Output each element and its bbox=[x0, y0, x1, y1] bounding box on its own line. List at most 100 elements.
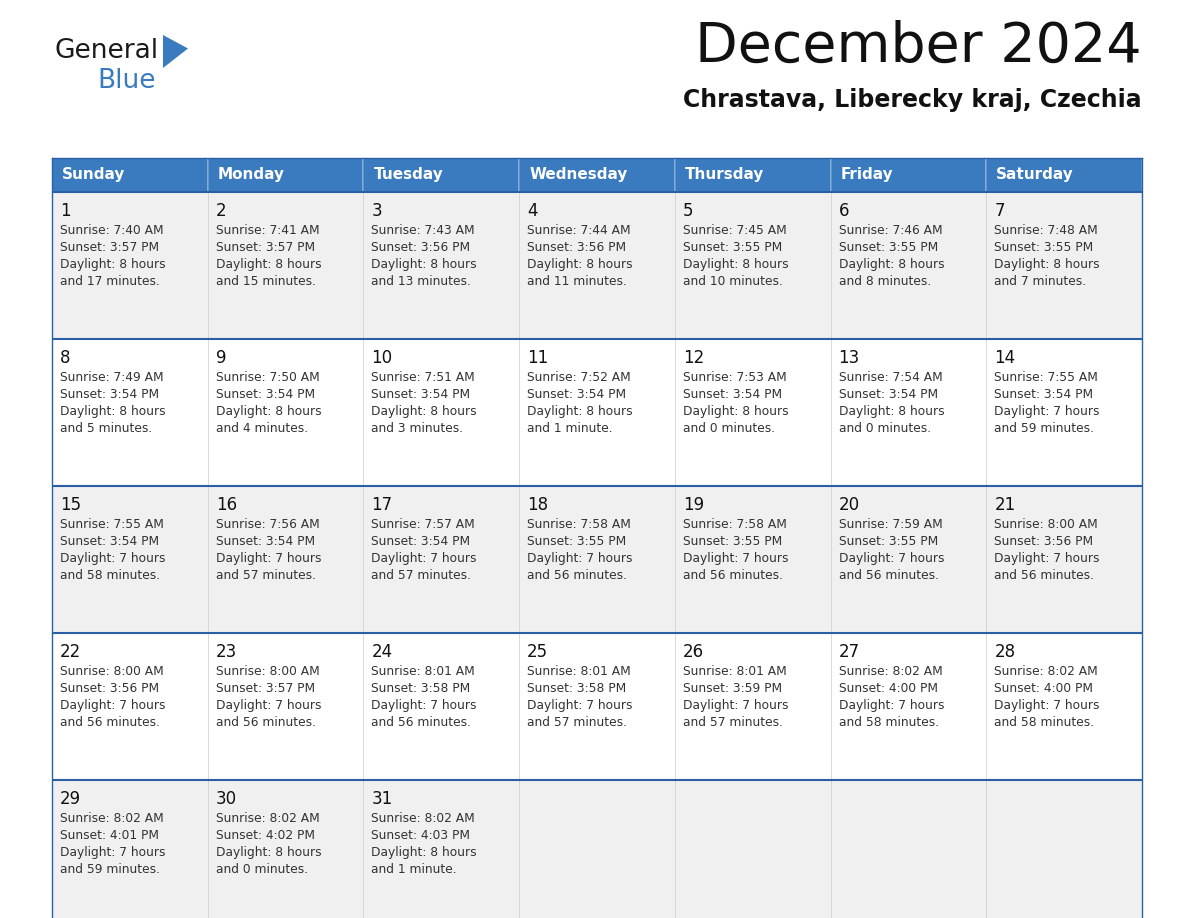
Text: Daylight: 7 hours: Daylight: 7 hours bbox=[994, 405, 1100, 418]
Bar bbox=[52, 486, 208, 633]
Text: Daylight: 8 hours: Daylight: 8 hours bbox=[216, 258, 321, 271]
Text: Sunrise: 7:43 AM: Sunrise: 7:43 AM bbox=[372, 224, 475, 237]
Bar bbox=[675, 633, 830, 780]
Bar bbox=[986, 486, 1142, 633]
Text: Sunset: 3:59 PM: Sunset: 3:59 PM bbox=[683, 682, 782, 695]
Text: Daylight: 7 hours: Daylight: 7 hours bbox=[61, 846, 165, 859]
Text: 7: 7 bbox=[994, 202, 1005, 220]
Text: Sunrise: 8:02 AM: Sunrise: 8:02 AM bbox=[216, 812, 320, 825]
Bar bbox=[519, 158, 675, 192]
Text: Daylight: 7 hours: Daylight: 7 hours bbox=[372, 699, 476, 712]
Text: Sunrise: 7:53 AM: Sunrise: 7:53 AM bbox=[683, 371, 786, 384]
Text: Chrastava, Liberecky kraj, Czechia: Chrastava, Liberecky kraj, Czechia bbox=[683, 88, 1142, 112]
Bar bbox=[519, 633, 675, 780]
Text: and 8 minutes.: and 8 minutes. bbox=[839, 275, 931, 288]
Text: Sunset: 3:55 PM: Sunset: 3:55 PM bbox=[994, 241, 1093, 254]
Text: Daylight: 8 hours: Daylight: 8 hours bbox=[216, 405, 321, 418]
Bar bbox=[208, 158, 364, 192]
Text: and 57 minutes.: and 57 minutes. bbox=[216, 569, 316, 582]
Text: and 59 minutes.: and 59 minutes. bbox=[61, 863, 160, 876]
Text: Sunrise: 8:02 AM: Sunrise: 8:02 AM bbox=[839, 665, 942, 678]
Text: Sunrise: 8:01 AM: Sunrise: 8:01 AM bbox=[372, 665, 475, 678]
Text: Sunset: 3:54 PM: Sunset: 3:54 PM bbox=[372, 535, 470, 548]
Text: 3: 3 bbox=[372, 202, 383, 220]
Text: Sunrise: 7:58 AM: Sunrise: 7:58 AM bbox=[683, 518, 786, 531]
Text: and 0 minutes.: and 0 minutes. bbox=[216, 863, 308, 876]
Text: 30: 30 bbox=[216, 790, 236, 808]
Text: Daylight: 8 hours: Daylight: 8 hours bbox=[372, 405, 478, 418]
Text: and 0 minutes.: and 0 minutes. bbox=[683, 422, 775, 435]
Bar bbox=[675, 158, 830, 192]
Text: Monday: Monday bbox=[217, 167, 285, 183]
Text: Sunrise: 7:54 AM: Sunrise: 7:54 AM bbox=[839, 371, 942, 384]
Text: Sunset: 3:56 PM: Sunset: 3:56 PM bbox=[61, 682, 159, 695]
Text: 27: 27 bbox=[839, 643, 860, 661]
Text: Daylight: 8 hours: Daylight: 8 hours bbox=[372, 846, 478, 859]
Text: Sunset: 4:00 PM: Sunset: 4:00 PM bbox=[839, 682, 937, 695]
Text: and 1 minute.: and 1 minute. bbox=[527, 422, 613, 435]
Text: Sunset: 3:58 PM: Sunset: 3:58 PM bbox=[372, 682, 470, 695]
Bar bbox=[364, 192, 519, 339]
Bar bbox=[830, 192, 986, 339]
Bar bbox=[986, 780, 1142, 918]
Text: Sunset: 4:00 PM: Sunset: 4:00 PM bbox=[994, 682, 1093, 695]
Bar bbox=[986, 158, 1142, 192]
Text: Sunrise: 7:55 AM: Sunrise: 7:55 AM bbox=[994, 371, 1098, 384]
Bar bbox=[364, 339, 519, 486]
Text: Sunrise: 7:59 AM: Sunrise: 7:59 AM bbox=[839, 518, 942, 531]
Text: 10: 10 bbox=[372, 349, 392, 367]
Text: Sunset: 3:54 PM: Sunset: 3:54 PM bbox=[61, 535, 159, 548]
Text: December 2024: December 2024 bbox=[695, 20, 1142, 74]
Text: Daylight: 8 hours: Daylight: 8 hours bbox=[839, 258, 944, 271]
Text: and 15 minutes.: and 15 minutes. bbox=[216, 275, 316, 288]
Text: Blue: Blue bbox=[97, 68, 156, 94]
Text: Sunrise: 8:00 AM: Sunrise: 8:00 AM bbox=[216, 665, 320, 678]
Text: 2: 2 bbox=[216, 202, 227, 220]
Text: 21: 21 bbox=[994, 496, 1016, 514]
Bar bbox=[52, 780, 208, 918]
Text: Daylight: 8 hours: Daylight: 8 hours bbox=[839, 405, 944, 418]
Text: Sunset: 3:57 PM: Sunset: 3:57 PM bbox=[216, 241, 315, 254]
Text: Sunset: 3:55 PM: Sunset: 3:55 PM bbox=[839, 241, 937, 254]
Text: and 58 minutes.: and 58 minutes. bbox=[839, 716, 939, 729]
Text: Sunset: 3:54 PM: Sunset: 3:54 PM bbox=[372, 388, 470, 401]
Text: Sunset: 4:03 PM: Sunset: 4:03 PM bbox=[372, 829, 470, 842]
Text: 20: 20 bbox=[839, 496, 860, 514]
Text: Sunrise: 8:00 AM: Sunrise: 8:00 AM bbox=[61, 665, 164, 678]
Text: Sunrise: 8:00 AM: Sunrise: 8:00 AM bbox=[994, 518, 1098, 531]
Text: 24: 24 bbox=[372, 643, 392, 661]
Bar bbox=[208, 780, 364, 918]
Text: and 17 minutes.: and 17 minutes. bbox=[61, 275, 160, 288]
Text: 23: 23 bbox=[216, 643, 236, 661]
Text: Sunset: 3:57 PM: Sunset: 3:57 PM bbox=[216, 682, 315, 695]
Text: Sunrise: 8:02 AM: Sunrise: 8:02 AM bbox=[372, 812, 475, 825]
Text: and 58 minutes.: and 58 minutes. bbox=[994, 716, 1094, 729]
Bar bbox=[830, 339, 986, 486]
Text: Sunset: 3:57 PM: Sunset: 3:57 PM bbox=[61, 241, 159, 254]
Text: Sunrise: 7:50 AM: Sunrise: 7:50 AM bbox=[216, 371, 320, 384]
Text: Sunrise: 7:56 AM: Sunrise: 7:56 AM bbox=[216, 518, 320, 531]
Text: and 59 minutes.: and 59 minutes. bbox=[994, 422, 1094, 435]
Text: 8: 8 bbox=[61, 349, 70, 367]
Bar bbox=[519, 339, 675, 486]
Text: and 57 minutes.: and 57 minutes. bbox=[527, 716, 627, 729]
Text: Sunset: 3:54 PM: Sunset: 3:54 PM bbox=[216, 535, 315, 548]
Text: Sunset: 3:54 PM: Sunset: 3:54 PM bbox=[994, 388, 1093, 401]
Bar bbox=[830, 633, 986, 780]
Text: Sunrise: 7:48 AM: Sunrise: 7:48 AM bbox=[994, 224, 1098, 237]
Text: Sunset: 3:54 PM: Sunset: 3:54 PM bbox=[683, 388, 782, 401]
Bar bbox=[986, 192, 1142, 339]
Text: Daylight: 7 hours: Daylight: 7 hours bbox=[839, 552, 944, 565]
Text: Daylight: 8 hours: Daylight: 8 hours bbox=[683, 258, 789, 271]
Text: Sunset: 3:58 PM: Sunset: 3:58 PM bbox=[527, 682, 626, 695]
Text: Sunset: 4:01 PM: Sunset: 4:01 PM bbox=[61, 829, 159, 842]
Text: Daylight: 8 hours: Daylight: 8 hours bbox=[683, 405, 789, 418]
Text: Daylight: 7 hours: Daylight: 7 hours bbox=[683, 699, 789, 712]
Text: and 0 minutes.: and 0 minutes. bbox=[839, 422, 930, 435]
Text: Sunset: 3:55 PM: Sunset: 3:55 PM bbox=[683, 535, 782, 548]
Bar bbox=[519, 780, 675, 918]
Text: 17: 17 bbox=[372, 496, 392, 514]
Bar bbox=[675, 780, 830, 918]
Text: and 11 minutes.: and 11 minutes. bbox=[527, 275, 627, 288]
Text: Sunrise: 7:45 AM: Sunrise: 7:45 AM bbox=[683, 224, 786, 237]
